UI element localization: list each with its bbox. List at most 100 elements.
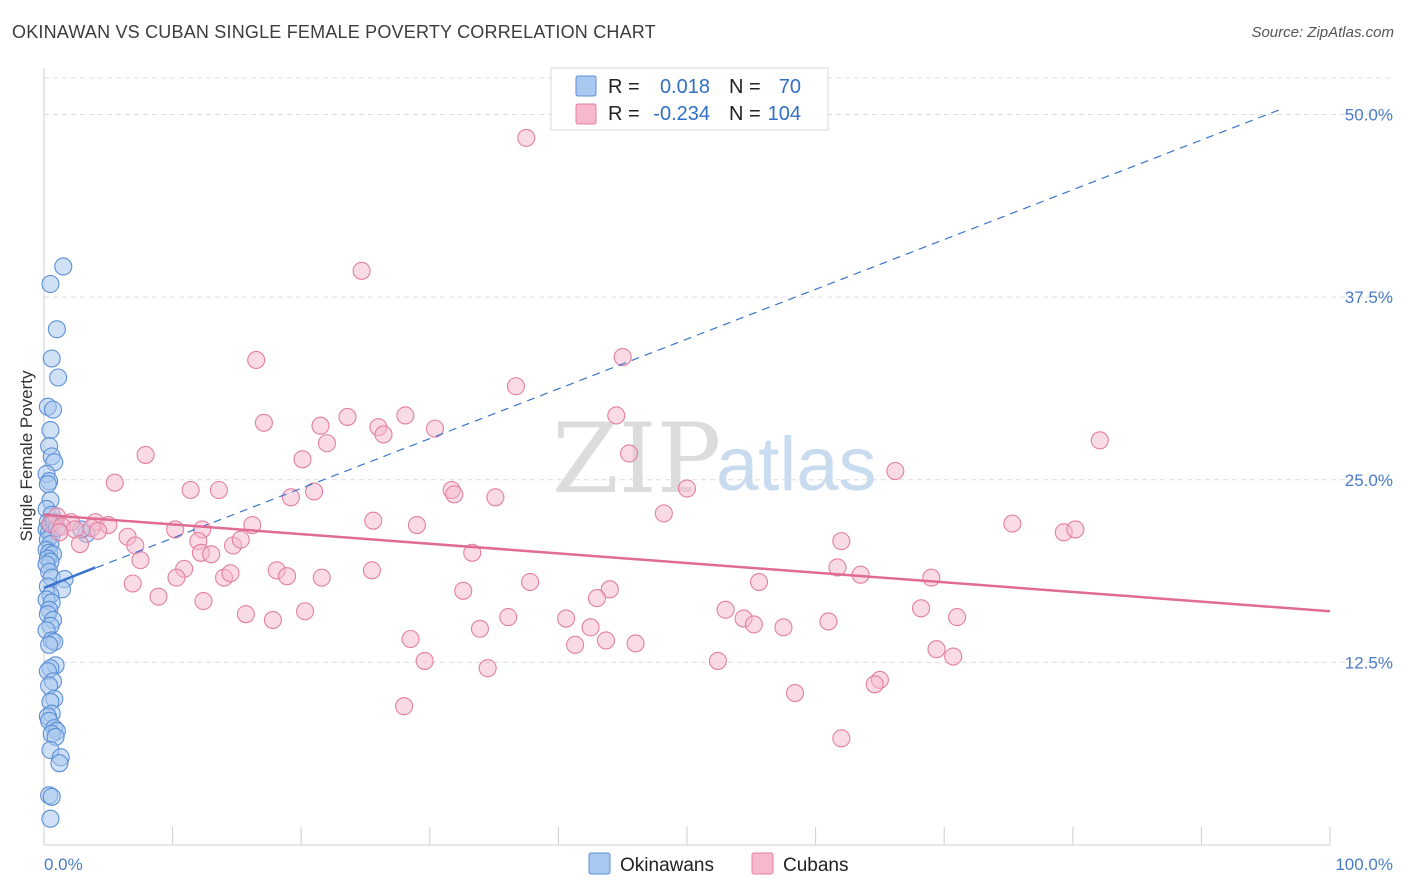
legend-r-label-okinawans: R =	[608, 76, 640, 98]
okinawan-point	[38, 475, 57, 494]
okinawan-point	[47, 320, 66, 339]
legend-r-label-cubans: R =	[608, 103, 640, 125]
bottom-legend-label-okinawans: Okinawans	[620, 855, 714, 876]
bottom-legend-swatch-okinawans	[588, 852, 611, 875]
cuban-trendline	[43, 513, 1331, 613]
cuban-point	[263, 610, 282, 630]
cuban-point	[352, 261, 371, 280]
okinawan-trendline	[43, 566, 96, 590]
cuban-point	[470, 619, 490, 638]
cuban-point	[744, 615, 763, 634]
source-label: Source: ZipAtlas.com	[1251, 24, 1394, 41]
legend-r-value-okinawans: 0.018	[660, 76, 710, 98]
cuban-point	[70, 534, 90, 554]
cuban-point	[832, 729, 851, 748]
cuban-point	[517, 128, 536, 147]
cuban-point	[944, 647, 963, 666]
y-tick-label: 50.0%	[1345, 106, 1393, 125]
y-tick-label: 37.5%	[1345, 288, 1393, 307]
okinawan-point	[42, 349, 61, 368]
y-axis-label: Single Female Poverty	[17, 370, 36, 542]
cuban-point	[566, 635, 585, 654]
cuban-point	[278, 567, 297, 586]
watermark: ZIP atlas	[552, 403, 877, 515]
cuban-point	[167, 568, 186, 587]
cuban-point	[596, 631, 616, 650]
cuban-point	[281, 488, 300, 507]
cuban-point	[1090, 431, 1109, 450]
cuban-point	[236, 605, 255, 624]
x-tick-label-min: 0.0%	[44, 855, 83, 874]
cuban-point	[312, 568, 331, 587]
cuban-point	[886, 461, 905, 481]
cuban-point	[425, 419, 444, 438]
cuban-point	[181, 480, 200, 500]
legend-swatch-okinawans	[575, 75, 597, 97]
cuban-point	[654, 504, 673, 523]
y-tick-label: 25.0%	[1345, 471, 1393, 490]
cuban-point	[749, 572, 769, 592]
okinawan-point	[50, 754, 69, 773]
cuban-point	[296, 602, 315, 621]
cuban-point	[50, 523, 69, 542]
watermark-zip: ZIP	[552, 403, 721, 515]
cuban-point	[819, 612, 838, 631]
cuban-series	[41, 128, 1109, 748]
cuban-point	[607, 406, 626, 425]
legend-n-value-okinawans: 70	[779, 76, 801, 98]
cuban-point	[832, 532, 851, 551]
cuban-point	[499, 608, 518, 627]
cuban-point	[105, 473, 124, 492]
gridlines	[44, 77, 1393, 663]
cuban-point	[338, 407, 357, 426]
cuban-point	[506, 377, 526, 396]
cuban-point	[486, 488, 505, 507]
cuban-point	[828, 558, 847, 577]
bottom-legend-label-cubans: Cubans	[783, 855, 849, 876]
cuban-point	[254, 413, 273, 432]
legend-r-value-cubans: -0.234	[653, 103, 710, 125]
cuban-point	[317, 434, 336, 453]
cuban-point	[231, 530, 250, 549]
stats-legend: R = 0.018 N = 70 R = -0.234 N = 104	[550, 67, 829, 131]
x-tick-label-max: 100.0%	[1335, 855, 1393, 874]
cuban-point	[865, 675, 884, 694]
cuban-point	[716, 600, 735, 619]
legend-n-value-cubans: 104	[768, 103, 801, 125]
cuban-point	[374, 425, 393, 444]
cuban-point	[247, 350, 266, 370]
okinawan-point	[41, 421, 60, 440]
cuban-point	[521, 572, 540, 592]
cuban-point	[677, 479, 697, 498]
cuban-point	[407, 516, 426, 535]
y-tick-labels: 12.5% 25.0% 37.5% 50.0%	[1345, 106, 1393, 673]
cuban-point	[396, 406, 415, 425]
cuban-point	[305, 482, 324, 501]
cuban-point	[209, 480, 228, 500]
cuban-point	[774, 618, 793, 637]
cuban-point	[600, 580, 619, 599]
cuban-point	[620, 444, 639, 463]
legend-swatch-cubans	[575, 103, 597, 125]
cuban-point	[221, 564, 240, 583]
cuban-point	[395, 697, 414, 716]
okinawan-point	[41, 809, 60, 828]
cuban-point	[587, 589, 607, 608]
cuban-point	[445, 485, 464, 504]
cuban-point	[948, 608, 967, 627]
okinawan-point	[42, 787, 61, 806]
cuban-point	[293, 450, 312, 469]
cuban-point	[131, 551, 150, 570]
cuban-point	[581, 618, 600, 637]
y-tick-label: 12.5%	[1345, 653, 1393, 672]
cuban-point	[202, 545, 221, 564]
cuban-point	[1003, 514, 1022, 533]
cuban-point	[1066, 520, 1085, 539]
legend-box	[550, 67, 829, 131]
cuban-point	[708, 651, 727, 670]
cuban-point	[922, 568, 941, 587]
cuban-point	[362, 561, 381, 580]
okinawan-point	[40, 635, 59, 654]
cuban-point	[557, 609, 576, 628]
